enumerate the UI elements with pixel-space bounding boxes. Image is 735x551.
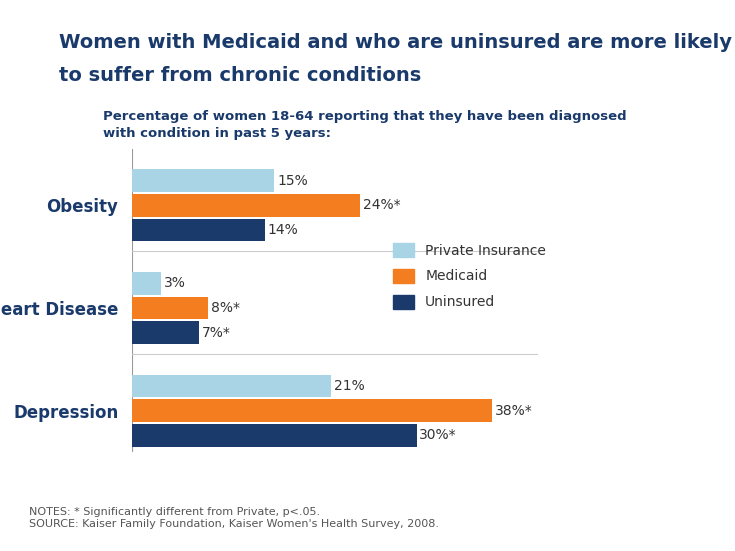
Bar bbox=[132, 399, 492, 422]
Text: 38%*: 38%* bbox=[495, 404, 533, 418]
Text: NOTES: * Significantly different from Private, p<.05.
SOURCE: Kaiser Family Foun: NOTES: * Significantly different from Pr… bbox=[29, 507, 440, 529]
Bar bbox=[132, 321, 198, 344]
Text: 8%*: 8%* bbox=[211, 301, 240, 315]
Text: 21%: 21% bbox=[334, 379, 365, 393]
Bar bbox=[132, 272, 161, 295]
Text: 7%*: 7%* bbox=[201, 326, 230, 339]
Bar bbox=[132, 296, 208, 319]
Bar bbox=[132, 219, 265, 241]
Text: 24%*: 24%* bbox=[362, 198, 400, 212]
Bar bbox=[132, 194, 359, 217]
Bar bbox=[132, 169, 274, 192]
Legend: Private Insurance, Medicaid, Uninsured: Private Insurance, Medicaid, Uninsured bbox=[388, 237, 552, 315]
Text: 30%*: 30%* bbox=[420, 428, 457, 442]
Text: 3%: 3% bbox=[164, 277, 185, 290]
Text: 14%: 14% bbox=[268, 223, 298, 237]
Bar bbox=[132, 375, 331, 397]
Bar bbox=[132, 424, 417, 447]
Text: 15%: 15% bbox=[277, 174, 308, 188]
Text: to suffer from chronic conditions: to suffer from chronic conditions bbox=[59, 66, 421, 85]
Text: Women with Medicaid and who are uninsured are more likely: Women with Medicaid and who are uninsure… bbox=[59, 33, 732, 52]
Text: Percentage of women 18-64 reporting that they have been diagnosed
with condition: Percentage of women 18-64 reporting that… bbox=[103, 110, 626, 140]
